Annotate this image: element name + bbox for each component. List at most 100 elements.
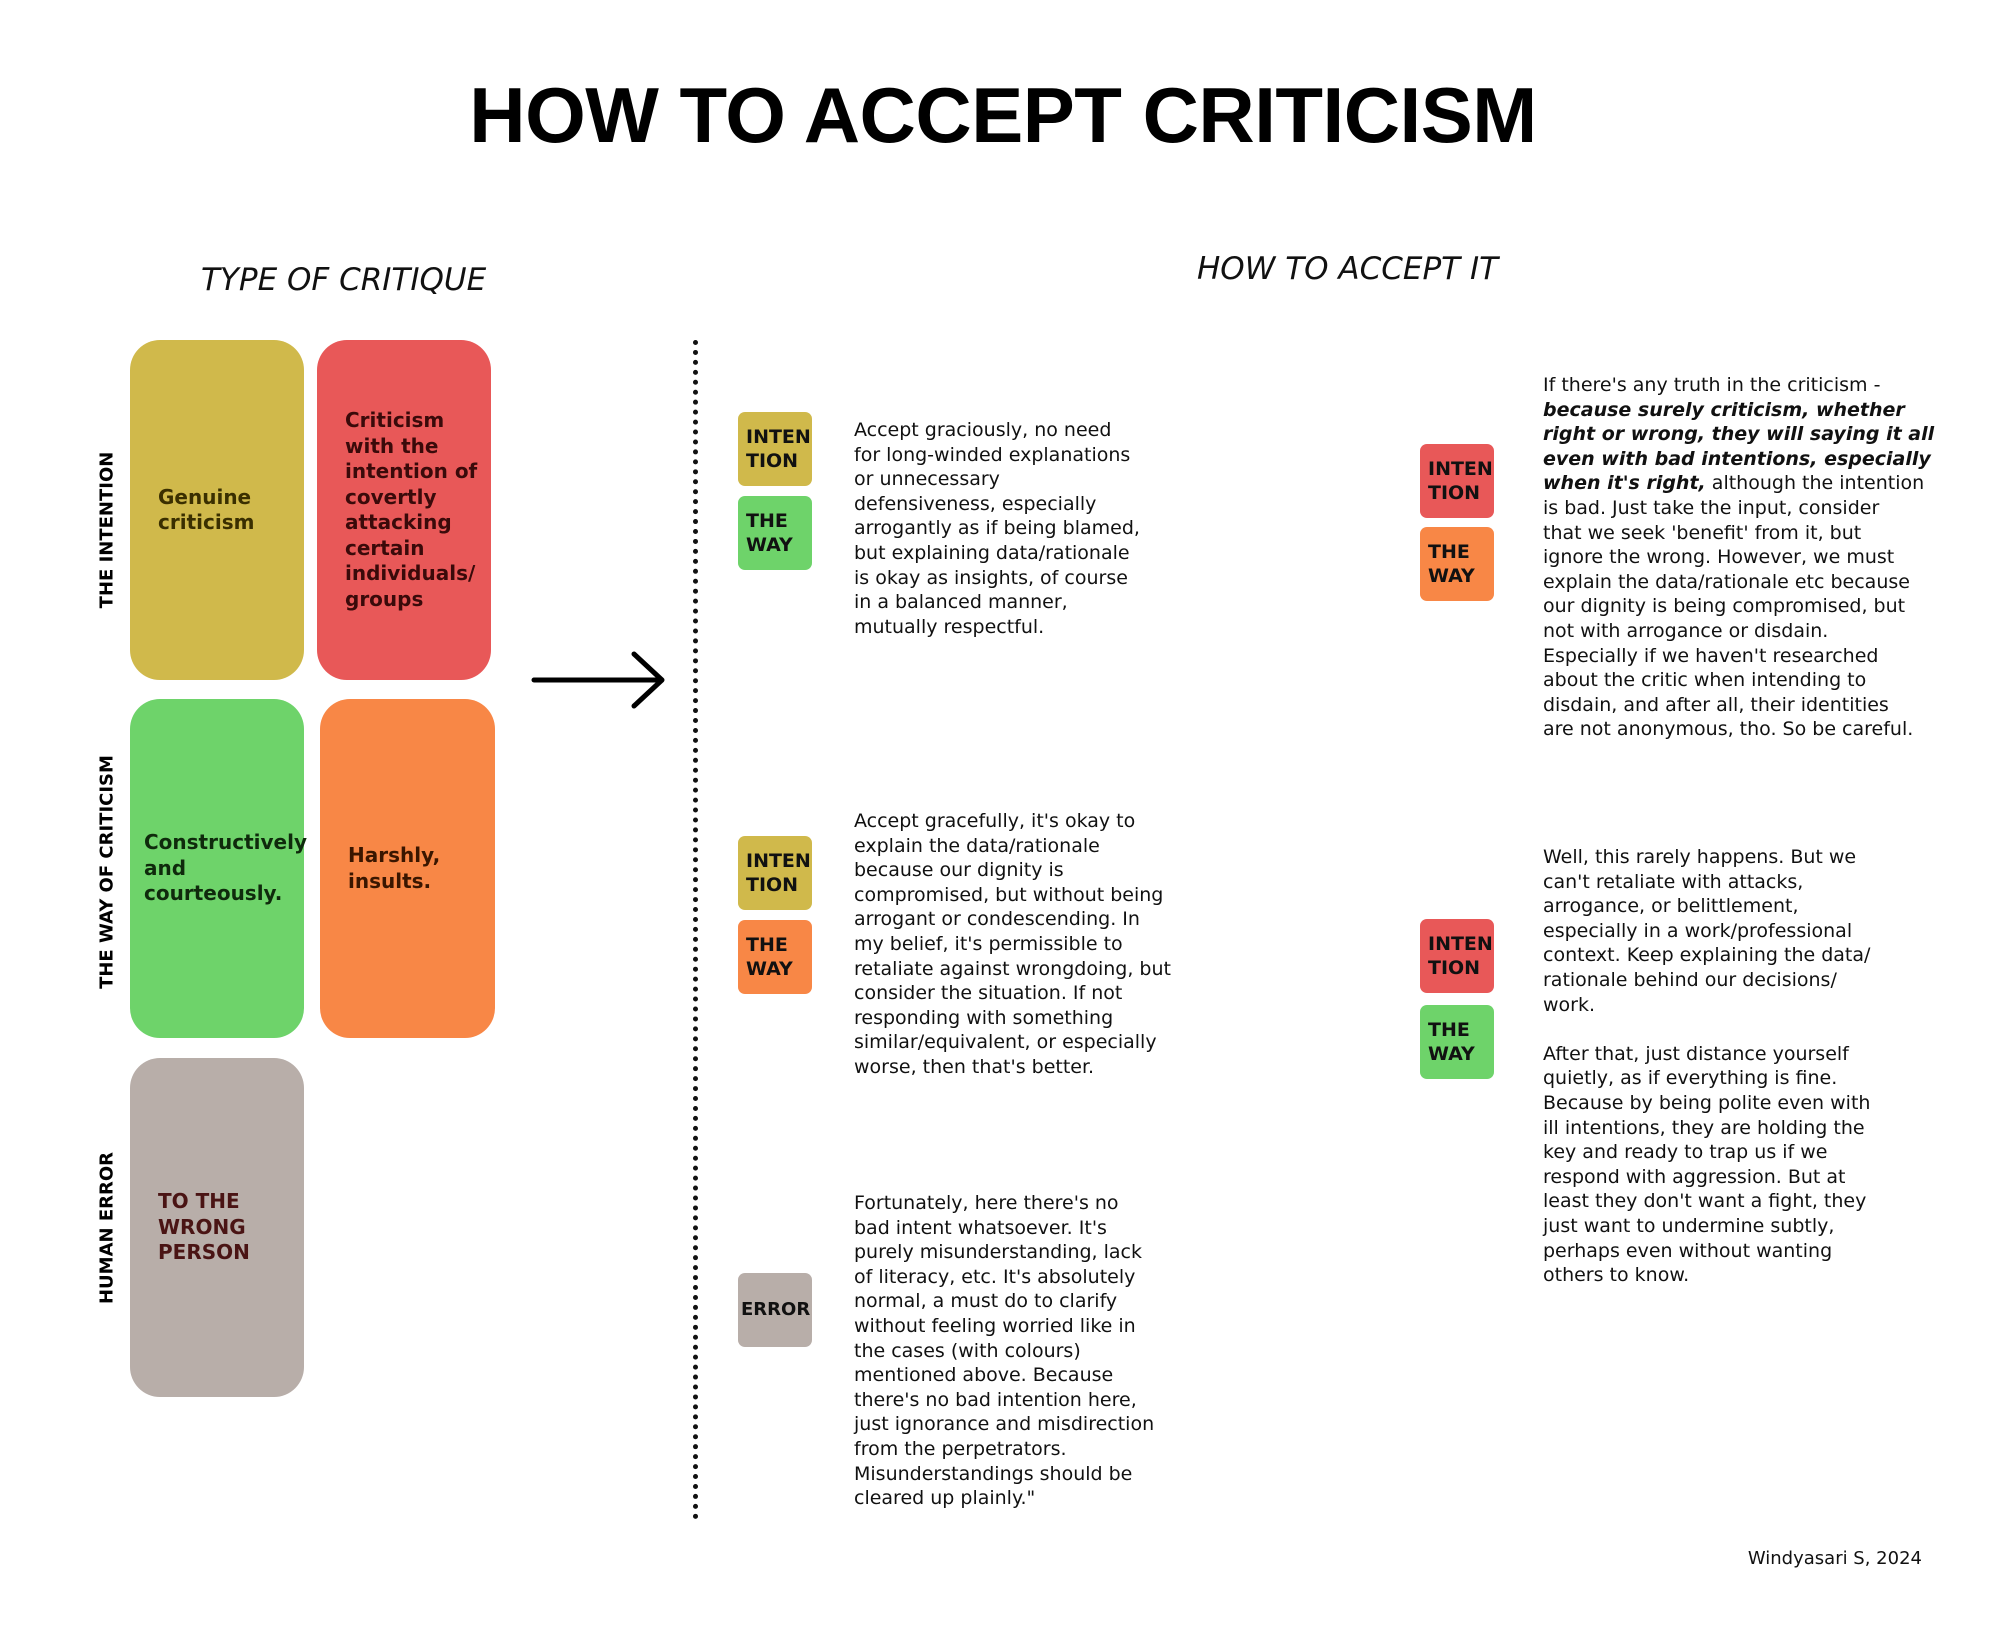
text-line: of literacy, etc. It's absolutely bbox=[854, 1265, 1136, 1288]
text-line bbox=[1543, 1017, 1870, 1042]
text-line: disdain, and after all, their identities bbox=[1543, 693, 1889, 716]
text-line: are not anonymous, tho. So be careful. bbox=[1543, 718, 1914, 741]
text-line: but explaining data/rationale bbox=[854, 541, 1130, 564]
badge-intention-genuine: INTEN TION bbox=[738, 836, 812, 910]
text-line: explain the data/rationale etc because bbox=[1543, 570, 1910, 593]
badge-way-constructive: THE WAY bbox=[1420, 1005, 1494, 1079]
text-line: quietly, as if everything is fine. bbox=[1543, 1067, 1838, 1090]
text-segment: when it's right, bbox=[1543, 472, 1706, 495]
badge-way-constructive: THE WAY bbox=[738, 496, 812, 570]
box-label: Constructively and courteously. bbox=[144, 830, 307, 906]
text-line: because our dignity is bbox=[854, 859, 1064, 882]
row-label-intention: THE INTENTION bbox=[96, 451, 118, 609]
advice-covert-harsh: If there's any truth in the criticism -b… bbox=[1543, 373, 1934, 742]
text-line: about the critic when intending to bbox=[1543, 669, 1867, 692]
text-line: key and ready to trap us if we bbox=[1543, 1141, 1828, 1164]
text-line: normal, a must do to clarify bbox=[854, 1290, 1118, 1313]
text-line: ill intentions, they are holding the bbox=[1543, 1116, 1865, 1139]
text-line: because surely criticism, whether bbox=[1543, 398, 1934, 423]
author-signature: Windyasari S, 2024 bbox=[1747, 1548, 1922, 1569]
text-line: After that, just distance yourself bbox=[1543, 1042, 1849, 1065]
text-line: especially in a work/professional bbox=[1543, 919, 1853, 942]
advice-genuine-harsh: Accept gracefully, it's okay to explain t… bbox=[854, 809, 1171, 1080]
text-line: the cases (with colours) bbox=[854, 1339, 1081, 1362]
text-line: worse, then that's better. bbox=[854, 1055, 1095, 1078]
box-label: TO THE WRONG PERSON bbox=[158, 1189, 250, 1265]
text-line: arrogance, or belittlement, bbox=[1543, 895, 1799, 918]
text-line: Well, this rarely happens. But we bbox=[1543, 846, 1857, 868]
text-line: compromised, but without being bbox=[854, 883, 1164, 906]
text-line: from the perpetrators. bbox=[854, 1437, 1067, 1460]
text-line: Especially if we haven't researched bbox=[1543, 644, 1879, 667]
text-line: my belief, it's permissible to bbox=[854, 932, 1123, 955]
text-line: or unnecessary bbox=[854, 468, 1000, 491]
text-line: right or wrong, they will saying it all bbox=[1543, 422, 1934, 447]
text-line: responding with something bbox=[854, 1006, 1114, 1029]
text-line: context. Keep explaining the data/ bbox=[1543, 944, 1871, 967]
badge-intention-covert: INTEN TION bbox=[1420, 444, 1494, 518]
text-line: that we seek 'benefit' from it, but bbox=[1543, 521, 1862, 544]
text-line: respond with aggression. But at bbox=[1543, 1165, 1846, 1188]
text-line: Fortunately, here there's no bbox=[854, 1192, 1119, 1214]
text-line: mentioned above. Because bbox=[854, 1364, 1114, 1387]
text-segment: right or wrong, they will saying it all bbox=[1543, 423, 1935, 446]
type-of-critique-heading: TYPE OF CRITIQUE bbox=[201, 262, 487, 298]
box-genuine-criticism: Genuine criticism bbox=[130, 340, 304, 680]
text-line: others to know. bbox=[1543, 1264, 1690, 1287]
badge-intention-covert: INTEN TION bbox=[1420, 919, 1494, 993]
text-line: Accept graciously, no need bbox=[854, 419, 1112, 441]
text-line: bad intent whatsoever. It's bbox=[854, 1216, 1107, 1239]
box-constructive: Constructively and courteously. bbox=[130, 699, 307, 1038]
text-line: defensiveness, especially bbox=[854, 492, 1097, 515]
text-line: when it's right, although the intention bbox=[1543, 471, 1934, 496]
text-line: least they don't want a fight, they bbox=[1543, 1190, 1867, 1213]
badge-intention-genuine: INTEN TION bbox=[738, 412, 812, 486]
text-line: is bad. Just take the input, consider bbox=[1543, 496, 1880, 519]
badge-way-harsh: THE WAY bbox=[738, 920, 812, 994]
box-harsh: Harshly, insults. bbox=[320, 699, 495, 1038]
box-wrong-person: TO THE WRONG PERSON bbox=[130, 1058, 304, 1397]
advice-error: Fortunately, here there's no bad intent w… bbox=[854, 1191, 1154, 1511]
how-to-accept-heading: HOW TO ACCEPT IT bbox=[1197, 251, 1499, 287]
text-line: Misunderstandings should be bbox=[854, 1462, 1133, 1485]
text-line: not with arrogance or disdain. bbox=[1543, 619, 1829, 642]
text-line: perhaps even without wanting bbox=[1543, 1239, 1833, 1262]
text-line: mutually respectful. bbox=[854, 615, 1045, 638]
text-line: ignore the wrong. However, we must bbox=[1543, 546, 1895, 569]
text-line: work. bbox=[1543, 993, 1596, 1016]
text-line: in a balanced manner, bbox=[854, 591, 1068, 614]
text-line: rationale behind our decisions/ bbox=[1543, 968, 1837, 991]
box-covert-criticism: Criticism with the intention of covertly… bbox=[317, 340, 491, 680]
text-segment: although the intention bbox=[1705, 472, 1925, 495]
text-line: consider the situation. If not bbox=[854, 982, 1123, 1005]
page-title: HOW TO ACCEPT CRITICISM bbox=[469, 71, 1537, 159]
text-line: can't retaliate with attacks, bbox=[1543, 870, 1804, 893]
text-line: arrogantly as if being blamed, bbox=[854, 517, 1140, 540]
text-line: just want to undermine subtly, bbox=[1543, 1214, 1835, 1237]
text-line: Because by being polite even with bbox=[1543, 1091, 1871, 1114]
advice-genuine-constructive: Accept graciously, no need for long-winde… bbox=[854, 418, 1140, 639]
row-label-error: HUMAN ERROR bbox=[96, 1151, 118, 1305]
text-line: even with bad intentions, especially bbox=[1543, 447, 1934, 472]
divider-dotted-line bbox=[693, 340, 698, 1520]
text-line: is okay as insights, of course bbox=[854, 566, 1128, 589]
advice-covert-constructive: Well, this rarely happens. But we can't r… bbox=[1543, 845, 1870, 1288]
text-segment: even with bad intentions, especially bbox=[1543, 447, 1931, 470]
text-line: If there's any truth in the criticism - bbox=[1543, 374, 1881, 396]
text-line: without feeling worried like in bbox=[854, 1314, 1136, 1337]
text-line: there's no bad intention here, bbox=[854, 1388, 1137, 1411]
text-line: our dignity is being compromised, but bbox=[1543, 595, 1906, 618]
text-line: similar/equivalent, or especially bbox=[854, 1031, 1157, 1054]
text-line: Accept gracefully, it's okay to bbox=[854, 810, 1136, 832]
text-segment: because surely criticism, whether bbox=[1543, 398, 1905, 421]
text-line: explain the data/rationale bbox=[854, 834, 1100, 857]
box-label: Genuine criticism bbox=[158, 484, 255, 535]
row-label-way: THE WAY OF CRITICISM bbox=[96, 755, 118, 989]
text-line: cleared up plainly." bbox=[854, 1487, 1036, 1510]
text-line: for long-winded explanations bbox=[854, 443, 1131, 466]
text-line: arrogant or condescending. In bbox=[854, 908, 1140, 931]
badge-way-harsh: THE WAY bbox=[1420, 527, 1494, 601]
box-label: Criticism with the intention of covertly… bbox=[345, 408, 478, 611]
text-line: retaliate against wrongdoing, but bbox=[854, 957, 1171, 980]
